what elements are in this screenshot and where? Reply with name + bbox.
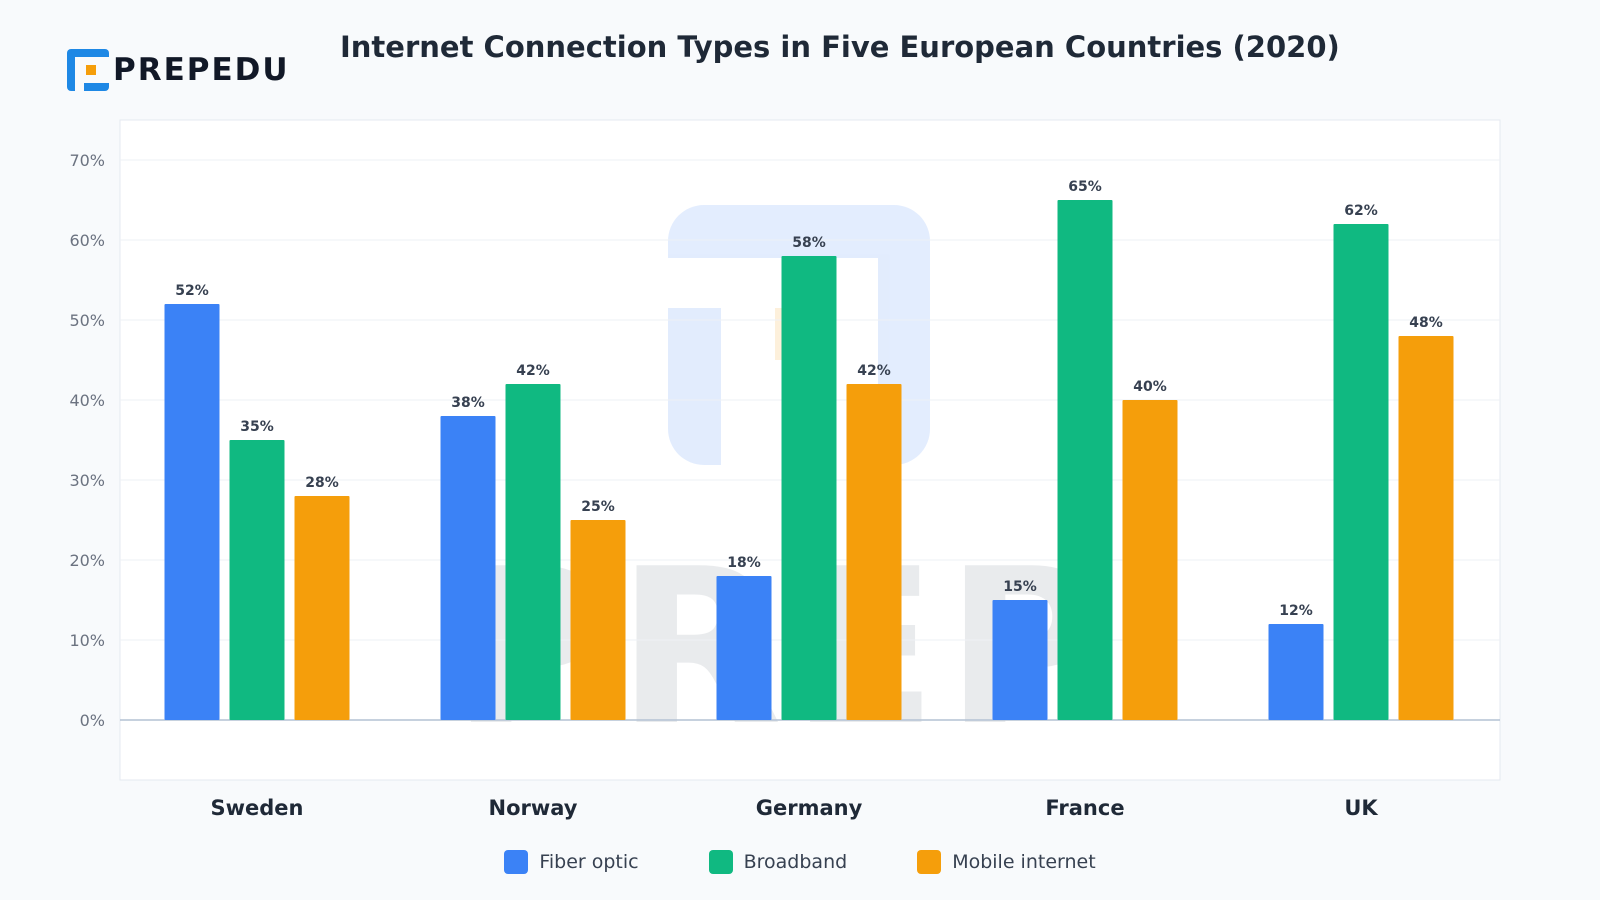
- logo-text: PREPEDU: [113, 52, 290, 88]
- legend-label: Mobile internet: [952, 851, 1096, 873]
- data-label: 28%: [305, 475, 339, 491]
- y-tick-label: 70%: [69, 151, 105, 170]
- y-tick-label: 60%: [69, 231, 105, 250]
- legend-swatch: [504, 850, 529, 874]
- x-tick-label: Norway: [489, 796, 578, 820]
- bar: [1333, 224, 1389, 720]
- bar: [716, 576, 772, 720]
- legend-label: Fiber optic: [539, 851, 639, 873]
- y-tick-label: 30%: [69, 471, 105, 490]
- y-tick-label: 40%: [69, 391, 105, 410]
- bar: [294, 496, 350, 720]
- x-tick-label: Germany: [756, 796, 863, 820]
- bar: [570, 520, 626, 720]
- data-label: 42%: [857, 363, 891, 379]
- legend-item: Fiber optic: [504, 850, 639, 874]
- legend-item: Broadband: [708, 850, 848, 874]
- x-tick-label: France: [1045, 796, 1124, 820]
- y-tick-label: 20%: [69, 551, 105, 570]
- bar: [229, 440, 285, 720]
- data-label: 15%: [1003, 579, 1037, 595]
- legend-swatch: [708, 850, 733, 874]
- y-tick-label: 10%: [69, 631, 105, 650]
- data-label: 62%: [1344, 203, 1378, 219]
- data-label: 42%: [516, 363, 550, 379]
- bar: [846, 384, 902, 720]
- bar: [1122, 400, 1178, 720]
- legend-item: Mobile internet: [917, 850, 1096, 874]
- bar: [164, 304, 220, 720]
- data-label: 48%: [1409, 315, 1443, 331]
- prepedu-logo-icon: [67, 49, 109, 91]
- bar: [1268, 624, 1324, 720]
- y-tick-label: 0%: [80, 711, 105, 730]
- data-label: 38%: [451, 395, 485, 411]
- legend-label: Broadband: [743, 851, 848, 873]
- legend-swatch: [917, 850, 942, 874]
- data-label: 65%: [1068, 179, 1102, 195]
- bar: [781, 256, 837, 720]
- bar: [992, 600, 1048, 720]
- bar: [440, 416, 496, 720]
- logo: PREPEDU: [67, 49, 290, 91]
- x-tick-label: UK: [1344, 796, 1378, 820]
- data-label: 35%: [240, 419, 274, 435]
- data-label: 40%: [1133, 379, 1167, 395]
- data-label: 18%: [727, 555, 761, 571]
- bar: [505, 384, 561, 720]
- data-label: 52%: [175, 283, 209, 299]
- x-tick-label: Sweden: [211, 796, 304, 820]
- y-tick-label: 50%: [69, 311, 105, 330]
- data-label: 12%: [1279, 603, 1313, 619]
- chart-title: Internet Connection Types in Five Europe…: [340, 30, 1340, 64]
- bar: [1057, 200, 1113, 720]
- legend: Fiber optic Broadband Mobile internet: [0, 850, 1600, 874]
- data-label: 58%: [792, 235, 826, 251]
- data-label: 25%: [581, 499, 615, 515]
- bar: [1398, 336, 1454, 720]
